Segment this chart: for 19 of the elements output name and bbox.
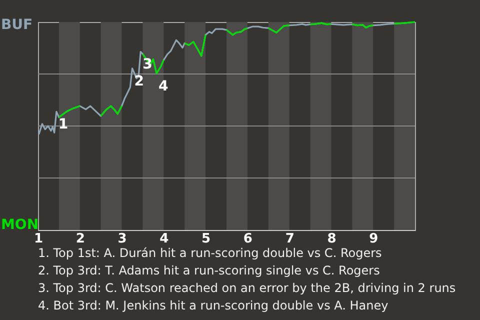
annotation: 2 — [134, 73, 144, 90]
x-tick-label: 7 — [285, 232, 294, 246]
annotation: 3 — [142, 56, 152, 73]
x-tick-label: 3 — [118, 232, 127, 246]
text: 4. Bot 3rd: M. Jenkins hit a run-scoring double vs A. Haney — [38, 298, 388, 312]
x-tick-label: 5 — [202, 232, 211, 246]
text: BUF — [1, 17, 33, 33]
x-tick-label: 9 — [369, 232, 378, 246]
text: 2. Top 3rd: T. Adams hit a run-scoring single vs C. Rogers — [38, 264, 380, 278]
x-tick-label: 4 — [160, 232, 169, 246]
x-tick-label: 6 — [243, 232, 252, 246]
annotation: 1 — [58, 116, 68, 133]
annotation: MON — [1, 217, 39, 233]
annotation: 4 — [158, 78, 169, 94]
text: 1. Top 1st: A. Durán hit a run-scoring double vs C. Rogers — [38, 246, 382, 260]
x-tick-label: 2 — [76, 232, 85, 246]
x-tick-label: 8 — [327, 232, 336, 246]
text: 3. Top 3rd: C. Watson reached on an error by the 2B, driving in 2 runs — [38, 281, 456, 295]
x-tick-label: 1 — [34, 232, 44, 246]
